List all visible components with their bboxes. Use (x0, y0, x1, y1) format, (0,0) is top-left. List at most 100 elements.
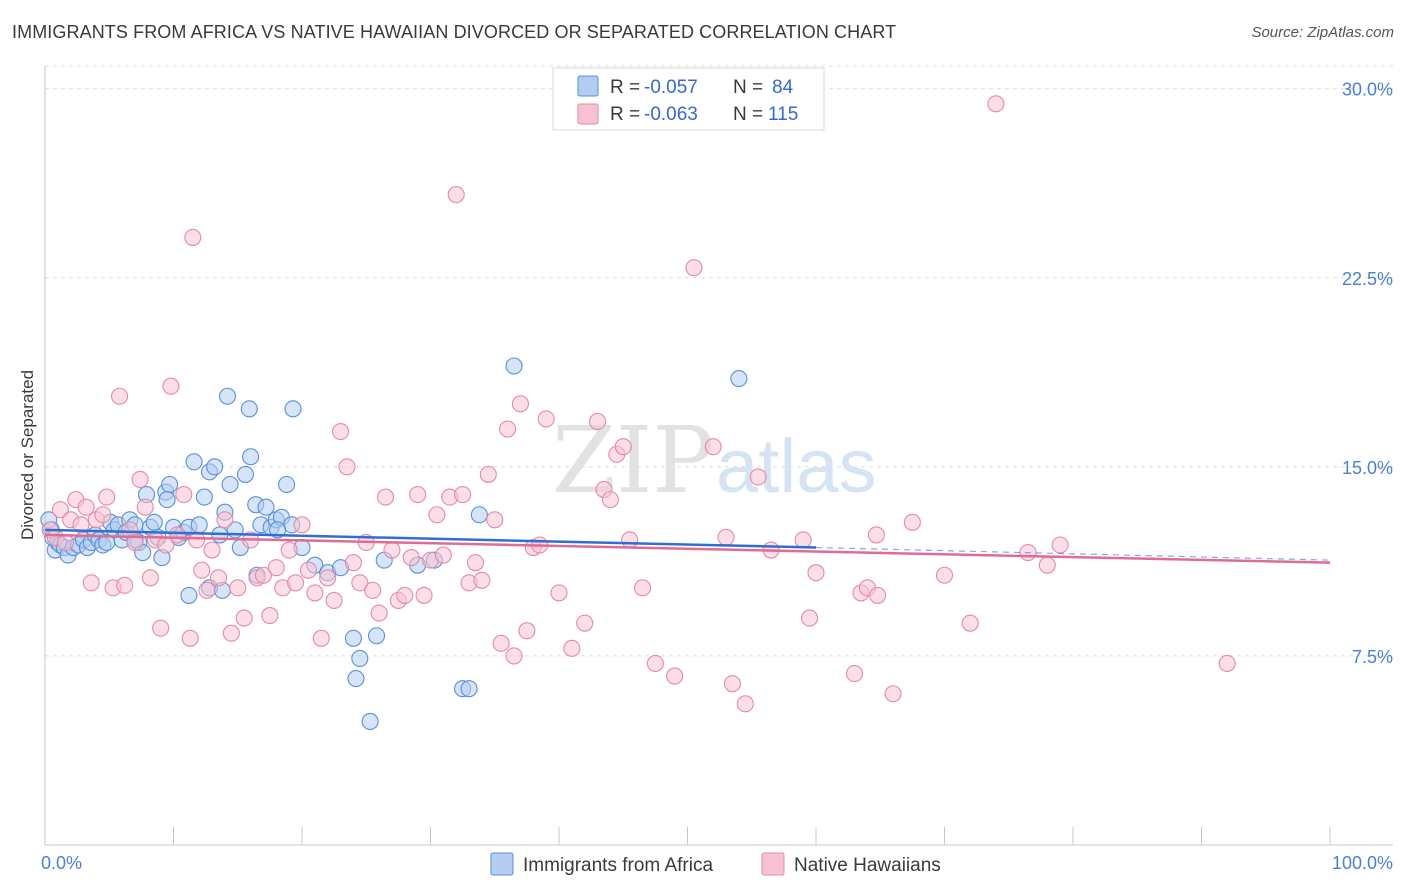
point-hawaiian (235, 609, 253, 627)
axes-layer (44, 66, 1393, 846)
legend-n-label-pink: N = (733, 104, 763, 125)
point-hawaiian (550, 584, 568, 602)
watermark-atlas: atlas (716, 424, 877, 509)
point-hawaiian (203, 541, 221, 559)
trend-layer (44, 528, 1331, 564)
point-hawaiian (229, 579, 247, 597)
point-africa (236, 465, 255, 483)
point-hawaiian (633, 579, 652, 597)
point-africa (257, 498, 275, 516)
legend-n-value-pink: 115 (768, 104, 798, 125)
point-hawaiian (383, 541, 401, 559)
point-hawaiian (869, 586, 887, 604)
point-africa (180, 586, 198, 604)
trend-line-africa-extrapolated (815, 546, 1331, 561)
point-hawaiian (193, 561, 211, 579)
point-hawaiian (479, 465, 497, 483)
point-africa (367, 627, 386, 645)
point-hawaiian (168, 526, 186, 544)
point-hawaiian (646, 654, 664, 673)
point-hawaiian (717, 528, 735, 546)
point-hawaiian (666, 667, 684, 685)
top-legend: R = -0.057 N = 84 R = -0.063 N = 115 (552, 67, 825, 131)
point-hawaiian (402, 549, 420, 567)
point-africa (242, 448, 260, 466)
point-hawaiian (511, 395, 530, 413)
point-africa (470, 506, 488, 524)
point-hawaiian (621, 531, 639, 549)
bottom-legend-swatch-pink (761, 852, 785, 876)
point-hawaiian (82, 574, 100, 592)
point-africa (221, 475, 239, 494)
point-hawaiian (175, 486, 193, 504)
point-hawaiian (136, 498, 154, 516)
point-africa (284, 400, 302, 418)
trend-line-africa (44, 528, 817, 549)
point-africa (351, 649, 369, 667)
point-hawaiian (801, 609, 819, 627)
point-hawaiian (267, 559, 285, 577)
trend-line-hawaiian (44, 533, 1331, 564)
point-hawaiian (884, 685, 902, 703)
legend-swatch-blue (577, 75, 599, 97)
point-hawaiian (723, 675, 742, 693)
point-africa (218, 387, 237, 405)
point-africa (145, 513, 163, 531)
point-hawaiian (588, 412, 607, 431)
point-hawaiian (685, 259, 703, 277)
point-hawaiian (209, 569, 228, 587)
bottom-legend-label-pink: Native Hawaiians (794, 855, 941, 876)
point-africa (158, 491, 176, 509)
point-hawaiian (961, 614, 979, 632)
point-hawaiian (77, 498, 95, 516)
point-hawaiian (845, 665, 864, 683)
y-axis-label: Divorced or Separated (18, 370, 37, 540)
point-hawaiian (473, 571, 491, 589)
point-hawaiian (131, 470, 149, 488)
point-hawaiian (370, 604, 388, 622)
point-africa (347, 670, 365, 688)
x-tick-label-max: 100.0% (1332, 853, 1393, 873)
point-hawaiian (376, 488, 395, 506)
point-hawaiian (216, 511, 234, 529)
legend-r-value-pink: -0.063 (644, 104, 698, 125)
point-hawaiian (447, 186, 465, 204)
point-africa (206, 458, 224, 476)
point-hawaiian (116, 576, 134, 594)
point-hawaiian (261, 607, 279, 625)
legend-r-label-blue: R = (610, 77, 640, 98)
point-hawaiian (325, 591, 343, 610)
point-hawaiian (492, 634, 510, 652)
watermark: ZIP atlas (552, 407, 877, 514)
point-hawaiian (72, 516, 90, 534)
ticklabel-layer: 7.5% 15.0% 22.5% 30.0% 0.0% 100.0% (41, 80, 1393, 873)
point-hawaiian (319, 569, 337, 587)
point-hawaiian (486, 511, 504, 529)
bottom-legend-swatch-blue (490, 852, 514, 876)
point-hawaiian (57, 533, 75, 552)
point-hawaiian (306, 584, 324, 602)
point-hawaiian (1051, 536, 1069, 554)
point-hawaiian (184, 228, 202, 246)
point-africa (185, 453, 203, 471)
point-hawaiian (364, 581, 382, 599)
point-hawaiian (344, 554, 362, 572)
point-hawaiian (162, 377, 180, 395)
point-hawaiian (807, 564, 825, 582)
point-hawaiian (434, 546, 452, 564)
point-hawaiian (396, 586, 414, 604)
point-hawaiian (1038, 556, 1056, 574)
legend-swatch-pink (577, 103, 599, 125)
point-hawaiian (152, 619, 170, 637)
point-hawaiian (1218, 654, 1236, 673)
point-hawaiian (51, 501, 69, 519)
point-hawaiian (576, 614, 594, 632)
point-hawaiian (415, 586, 433, 604)
point-hawaiian (537, 410, 555, 428)
grid-layer (45, 65, 1393, 657)
y-tick-label: 30.0% (1342, 80, 1393, 100)
chart-source: Source: ZipAtlas.com (1251, 24, 1394, 41)
point-hawaiian (454, 486, 472, 504)
point-hawaiian (312, 629, 330, 647)
